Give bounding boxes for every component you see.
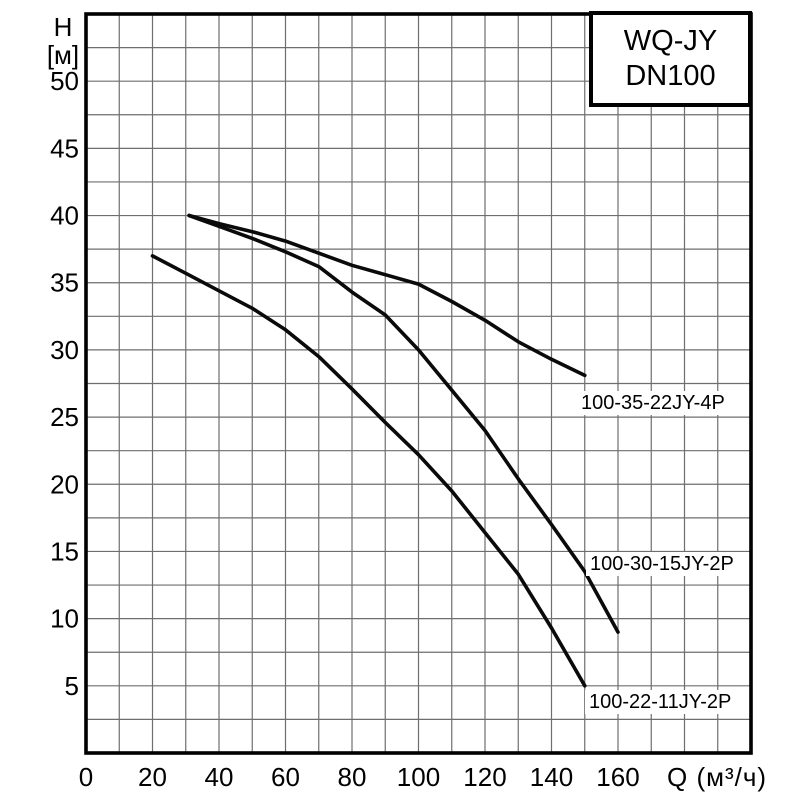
tick-labels-layer: 0 20 40 60 80 100 120 140 160 5 10 15 20 25 30 35 40 45 50 <box>50 66 640 792</box>
y-axis-title: H <box>54 12 73 42</box>
y-tick-label: 50 <box>50 66 79 96</box>
y-tick-label: 25 <box>50 402 79 432</box>
y-tick-label: 35 <box>50 268 79 298</box>
curve-label-100-22-11JY-2P: 100-22-11JY-2P <box>585 690 736 714</box>
y-tick-label: 45 <box>50 133 79 163</box>
axes-frame <box>84 12 753 755</box>
x-tick-label: 140 <box>530 762 573 792</box>
x-tick-label: 160 <box>596 762 639 792</box>
title-box-line2: DN100 <box>625 60 716 92</box>
x-tick-label: 100 <box>397 762 440 792</box>
grid-layer <box>86 14 751 753</box>
title-box-line1: WQ-JY <box>623 24 718 57</box>
y-tick-label: 40 <box>50 201 79 231</box>
x-tick-label: 80 <box>338 762 367 792</box>
curves-layer <box>150 213 620 688</box>
title-box: WQ-JY DN100 <box>589 11 752 107</box>
y-tick-label: 5 <box>65 671 79 701</box>
x-tick-label: 20 <box>138 762 167 792</box>
curve-100-35-22JY-4P <box>187 213 587 378</box>
curve-label-100-35-22JY-4P: 100-35-22JY-4P <box>577 391 729 415</box>
curve-100-30-15JY-2P <box>187 213 620 634</box>
x-tick-label: 60 <box>271 762 300 792</box>
x-tick-label: 0 <box>79 762 93 792</box>
y-axis-unit: [м] <box>47 40 79 70</box>
x-axis-title: Q (м³/ч) <box>667 762 767 792</box>
curve-100-22-11JY-2P <box>150 254 587 688</box>
curve-label-100-30-15JY-2P: 100-30-15JY-2P <box>586 552 738 576</box>
y-tick-label: 10 <box>50 604 79 634</box>
x-tick-label: 40 <box>205 762 234 792</box>
plot-frame <box>84 12 753 755</box>
y-tick-label: 20 <box>50 469 79 499</box>
y-tick-label: 30 <box>50 335 79 365</box>
x-tick-label: 120 <box>463 762 506 792</box>
y-tick-label: 15 <box>50 536 79 566</box>
